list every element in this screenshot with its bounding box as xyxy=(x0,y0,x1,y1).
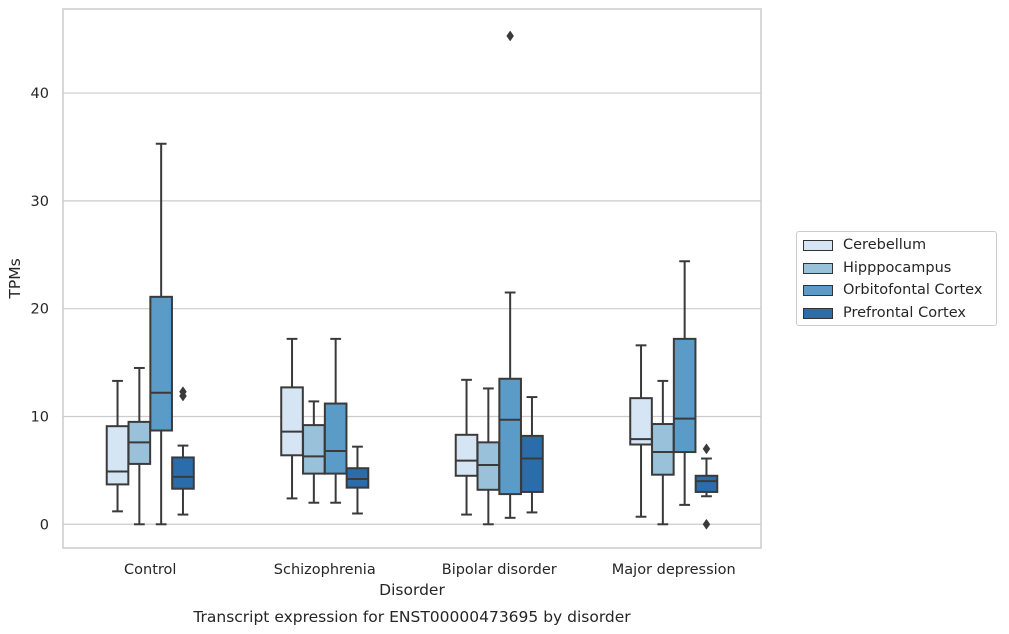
legend-label: Prefrontal Cortex xyxy=(843,305,966,321)
y-axis-label: TPMs xyxy=(6,258,24,299)
legend-swatch-cerebellum xyxy=(803,239,833,251)
box xyxy=(629,397,653,446)
chart-title: Transcript expression for ENST0000047369… xyxy=(192,608,631,626)
box xyxy=(520,434,544,493)
box xyxy=(476,441,501,491)
outlier-point xyxy=(179,386,187,398)
legend-item-orbitofrontal: Orbitofontal Cortex xyxy=(803,279,982,301)
outlier-point xyxy=(702,443,711,455)
legend: Cerebellum Hipppocampus Orbitofontal Cor… xyxy=(796,231,997,326)
box xyxy=(454,433,479,477)
legend-swatch-prefrontal xyxy=(803,307,833,319)
box xyxy=(280,386,304,457)
legend-swatch-hippocampus xyxy=(803,262,833,274)
x-tick-label: Bipolar disorder xyxy=(442,562,557,578)
legend-label: Hipppocampus xyxy=(843,260,952,276)
box xyxy=(105,425,130,486)
legend-item-hippocampus: Hipppocampus xyxy=(803,257,951,279)
legend-label: Orbitofontal Cortex xyxy=(843,282,983,298)
box xyxy=(149,295,173,432)
outlier-point xyxy=(702,518,711,530)
legend-item-cerebellum: Cerebellum xyxy=(803,234,926,256)
x-tick-label: Schizophrenia xyxy=(274,562,376,578)
box xyxy=(345,467,370,489)
outlier-point xyxy=(506,30,514,42)
legend-label: Cerebellum xyxy=(843,237,927,253)
y-tick-label: 10 xyxy=(31,409,49,425)
box xyxy=(498,377,522,496)
x-axis-label: Disorder xyxy=(379,581,445,599)
legend-swatch-orbitofrontal xyxy=(803,284,833,296)
y-tick-label: 0 xyxy=(40,517,49,533)
x-tick-label: Major depression xyxy=(612,562,736,578)
y-tick-label: 30 xyxy=(31,194,49,210)
box xyxy=(651,423,675,476)
box xyxy=(672,337,697,454)
legend-item-prefrontal: Prefrontal Cortex xyxy=(803,302,966,324)
box xyxy=(323,402,348,475)
box xyxy=(171,456,195,490)
y-tick-label: 40 xyxy=(31,86,49,102)
x-tick-label: Control xyxy=(124,562,176,578)
plot-frame xyxy=(62,8,762,549)
y-tick-label: 20 xyxy=(31,302,49,318)
box xyxy=(302,424,326,475)
box xyxy=(694,474,719,493)
